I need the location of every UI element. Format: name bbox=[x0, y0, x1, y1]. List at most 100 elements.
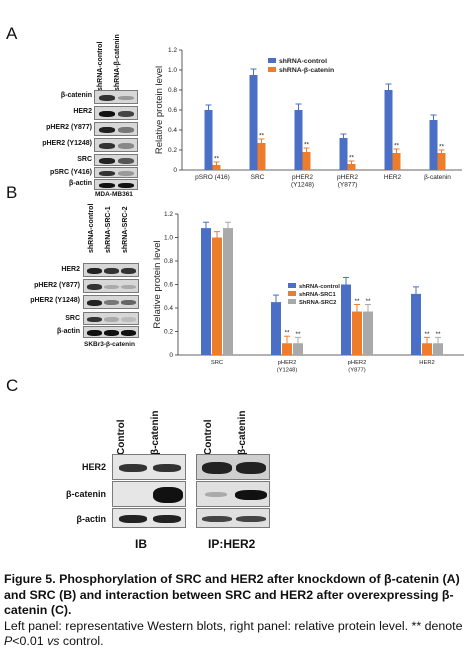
blot-strip bbox=[94, 90, 138, 104]
y-tick-label: 0.2 bbox=[168, 147, 177, 154]
blot-label: HER2 bbox=[61, 266, 80, 273]
panel-a-chart: 0 0.2 0.4 0.6 0.8 1.0 1.2 Relative protein leve… bbox=[154, 47, 462, 189]
blot-strip bbox=[94, 154, 138, 166]
blot-strip bbox=[94, 179, 138, 190]
y-tick-label: 0 bbox=[169, 352, 173, 359]
blot-label: pHER2 (Y877) bbox=[46, 124, 92, 131]
panel-c-lane-label: Control bbox=[203, 419, 214, 455]
significance-label: ** bbox=[424, 331, 430, 338]
x-tick-label: HER2 bbox=[384, 174, 402, 181]
blot-strip bbox=[112, 454, 186, 480]
panel-c-ib-label: IB bbox=[135, 537, 147, 551]
panel-a-lane-label: shRNA-control bbox=[97, 41, 104, 91]
y-tick-label: 1.0 bbox=[168, 67, 177, 74]
y-axis-label: Relative protein level bbox=[154, 66, 165, 154]
blot-strip bbox=[83, 279, 139, 293]
panel-b-letter: B bbox=[6, 183, 18, 202]
figure-caption: Figure 5. Phosphorylation of SRC and HER… bbox=[4, 572, 470, 650]
legend-swatch bbox=[268, 58, 276, 63]
blot-strip bbox=[83, 295, 139, 309]
blot-strip bbox=[196, 454, 270, 480]
panel-b-lane-label: shRNA-SRC-2 bbox=[122, 206, 129, 253]
caption-title-body: Phosphorylation of SRC and HER2 after kn… bbox=[4, 572, 460, 617]
legend-label: shRNA-SRC1 bbox=[299, 292, 336, 298]
legend-swatch bbox=[268, 67, 276, 72]
y-tick-label: 0.4 bbox=[168, 127, 177, 134]
x-tick-label: (Y877) bbox=[348, 368, 365, 374]
bar bbox=[282, 343, 292, 355]
y-tick-label: 0.6 bbox=[164, 282, 173, 289]
panel-a-lane-label: shRNA-β-catenin bbox=[114, 34, 121, 91]
x-tick-label: pSRO (416) bbox=[195, 174, 230, 181]
legend-label: ShRNA-SRC2 bbox=[299, 300, 336, 306]
panel-c-lane-label: Control bbox=[116, 419, 127, 455]
bar bbox=[294, 110, 303, 170]
blot-label: pSRC (Y416) bbox=[49, 169, 92, 176]
y-tick-label: 1.2 bbox=[168, 47, 177, 54]
bar bbox=[271, 302, 281, 355]
significance-label: ** bbox=[284, 330, 290, 337]
bar bbox=[347, 164, 356, 170]
panel-a-cell-line: MDA-MB361 bbox=[95, 191, 133, 198]
panel-c-ip-label: IP:HER2 bbox=[208, 537, 256, 551]
blot-label: HER2 bbox=[81, 462, 106, 472]
caption-title-prefix: Figure 5. bbox=[4, 572, 60, 586]
bar bbox=[429, 120, 438, 170]
significance-label: ** bbox=[214, 156, 220, 163]
x-tick-label: pHER2 bbox=[348, 360, 367, 366]
significance-label: ** bbox=[354, 298, 360, 305]
blot-label: β-actin bbox=[57, 328, 80, 335]
x-tick-label: pHER2 bbox=[337, 174, 358, 181]
bar bbox=[384, 90, 393, 170]
blot-strip bbox=[94, 167, 138, 178]
significance-label: ** bbox=[435, 331, 441, 338]
bar bbox=[212, 237, 222, 355]
y-tick-label: 0.4 bbox=[164, 305, 173, 312]
bar bbox=[363, 311, 373, 355]
bar bbox=[422, 343, 432, 355]
blot-strip bbox=[83, 326, 139, 338]
blot-label: pHER2 (Y877) bbox=[34, 282, 80, 289]
blot-label: pHER2 (Y1248) bbox=[42, 140, 92, 147]
y-tick-label: 0.2 bbox=[164, 329, 173, 336]
bar bbox=[352, 311, 362, 355]
significance-label: ** bbox=[349, 155, 355, 162]
bar bbox=[433, 343, 443, 355]
bar bbox=[411, 293, 421, 355]
y-tick-label: 0.8 bbox=[164, 258, 173, 265]
blot-label: SRC bbox=[77, 156, 92, 163]
bar bbox=[341, 284, 351, 355]
panel-c-letter: C bbox=[6, 376, 19, 395]
y-tick-label: 0.8 bbox=[168, 87, 177, 94]
x-tick-label: β-catenin bbox=[424, 174, 451, 181]
y-tick-label: 0 bbox=[173, 167, 177, 174]
x-tick-label: (Y1248) bbox=[277, 368, 298, 374]
bar bbox=[302, 152, 311, 170]
y-axis-label: Relative protein level bbox=[152, 240, 163, 328]
blot-strip bbox=[196, 481, 270, 507]
panel-a-letter: A bbox=[6, 24, 18, 43]
y-tick-label: 0.6 bbox=[168, 107, 177, 114]
legend-swatch bbox=[288, 299, 296, 304]
bar bbox=[257, 143, 266, 170]
bar bbox=[223, 228, 233, 355]
blot-strip bbox=[94, 138, 138, 152]
caption-body: control. bbox=[59, 634, 104, 648]
bar bbox=[201, 228, 211, 355]
panel-c-lane-label: β-catenin bbox=[150, 410, 161, 455]
caption-vs: vs bbox=[47, 634, 60, 648]
y-tick-label: 1.0 bbox=[164, 235, 173, 242]
significance-label: ** bbox=[439, 144, 445, 151]
blot-label: β-catenin bbox=[60, 92, 92, 99]
blot-strip bbox=[83, 312, 139, 325]
blot-label: SRC bbox=[65, 315, 80, 322]
blot-label: β-catenin bbox=[66, 489, 106, 499]
caption-p: P bbox=[4, 634, 13, 648]
x-tick-label: SRC bbox=[211, 360, 223, 366]
blot-strip bbox=[83, 263, 139, 277]
blot-strip bbox=[94, 122, 138, 136]
blot-strip bbox=[112, 481, 186, 507]
blot-strip bbox=[94, 106, 138, 120]
x-tick-label: HER2 bbox=[419, 360, 434, 366]
bar bbox=[392, 153, 401, 170]
